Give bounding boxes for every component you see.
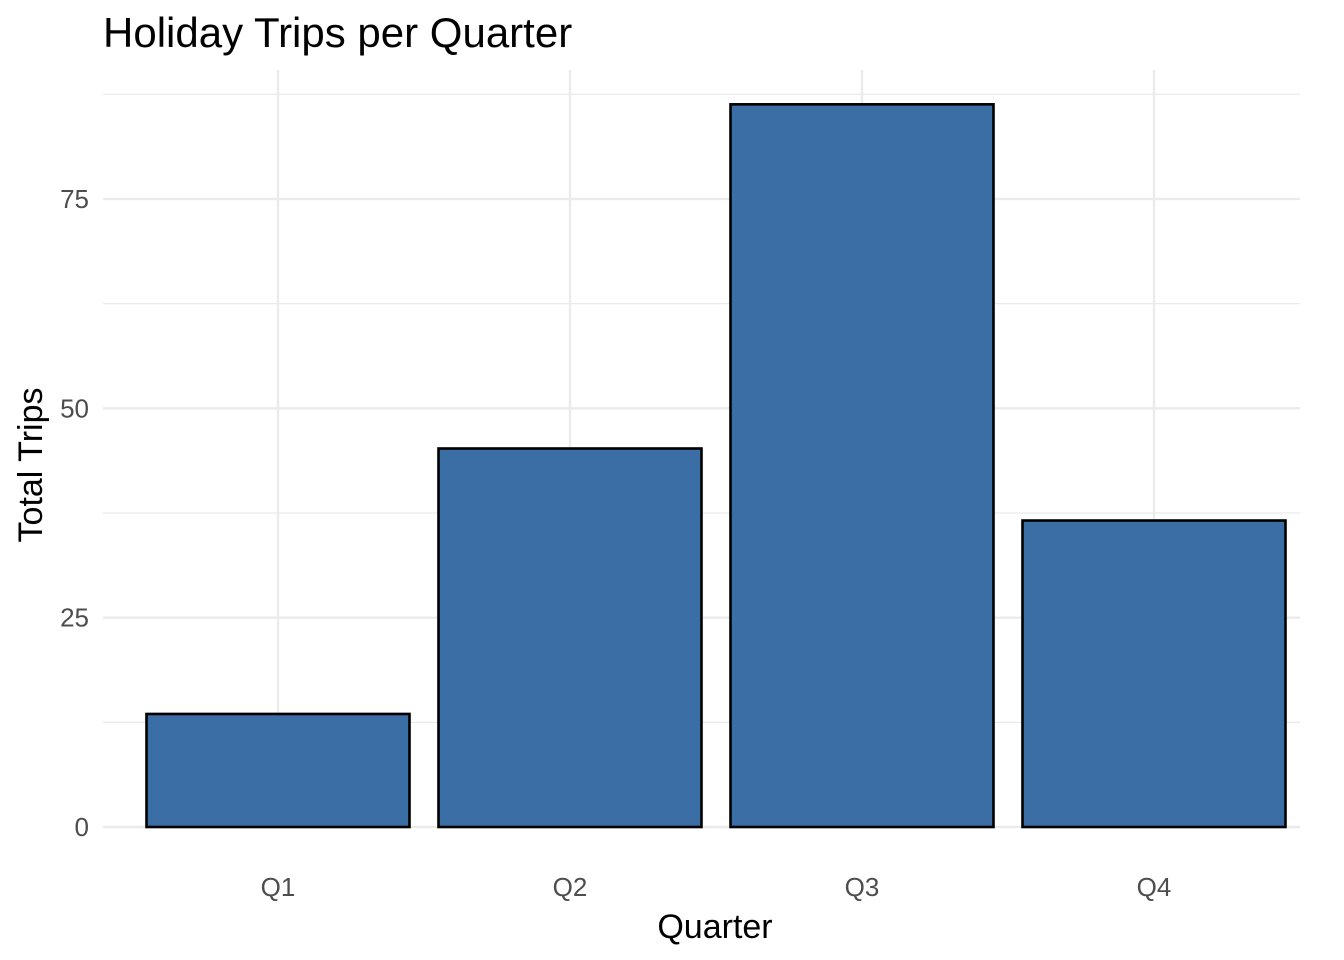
y-axis-title: Total Trips <box>12 388 50 543</box>
x-axis-ticks: Q1 Q2 Q3 Q4 <box>261 872 1172 902</box>
bar-q4 <box>1021 519 1287 829</box>
y-tick-label: 0 <box>75 812 89 842</box>
chart-title: Holiday Trips per Quarter <box>103 9 572 56</box>
x-tick-label: Q1 <box>261 872 296 902</box>
y-axis-ticks: 0 25 50 75 <box>60 184 89 842</box>
x-tick-label: Q4 <box>1137 872 1172 902</box>
bar-q2 <box>437 447 703 829</box>
y-tick-label: 75 <box>60 184 89 214</box>
x-tick-label: Q3 <box>845 872 880 902</box>
bar-q1 <box>145 712 411 829</box>
bars <box>145 103 1287 829</box>
bar-q3 <box>729 103 995 829</box>
x-axis-title: Quarter <box>657 908 772 946</box>
y-tick-label: 25 <box>60 603 89 633</box>
y-tick-label: 50 <box>60 393 89 423</box>
x-tick-label: Q2 <box>553 872 588 902</box>
